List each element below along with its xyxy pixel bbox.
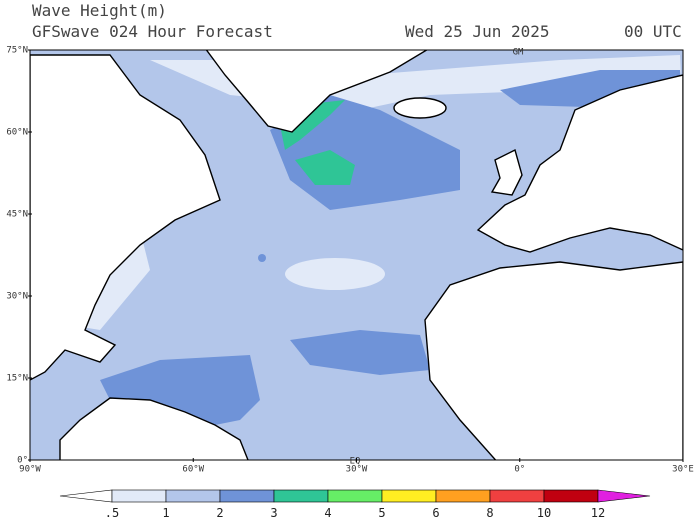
map xyxy=(30,50,683,460)
colorbar-label: 12 xyxy=(591,506,605,520)
lon-label: 0° xyxy=(514,465,525,475)
colorbar-label: 2 xyxy=(216,506,223,520)
marker: EQ xyxy=(350,457,361,467)
colorbar-label: 4 xyxy=(324,506,331,520)
colorbar-bin xyxy=(435,489,491,503)
africa xyxy=(424,261,683,460)
colorbar-arrow xyxy=(59,489,113,503)
date: Wed 25 Jun 2025 xyxy=(405,22,550,41)
high-wave-area xyxy=(295,150,355,185)
time: 00 UTC xyxy=(624,22,682,41)
lat-label: 30°N xyxy=(6,292,28,302)
wave-area xyxy=(258,254,266,262)
colorbar-label: 3 xyxy=(270,506,277,520)
colorbar-bin xyxy=(381,489,437,503)
colorbar: .5 1 2 3 4 5 6 8 10 12 xyxy=(59,489,651,520)
lon-label: 60°W xyxy=(182,465,204,475)
europe xyxy=(476,74,683,253)
marker: GM xyxy=(513,48,524,58)
colorbar-label: 6 xyxy=(432,506,439,520)
colorbar-label: 1 xyxy=(162,506,169,520)
britain xyxy=(490,148,523,196)
lon-label: 90°W xyxy=(19,465,41,475)
lon-label: 30°W xyxy=(346,465,368,475)
colorbar-bin xyxy=(219,489,275,503)
iceland xyxy=(393,97,447,119)
colorbar-bin xyxy=(543,489,599,503)
lat-label: 45°N xyxy=(6,210,28,220)
colorbar-arrow xyxy=(597,489,651,503)
greenland xyxy=(205,50,429,133)
subtitle: GFSwave 024 Hour Forecast xyxy=(32,22,273,41)
colorbar-label: 5 xyxy=(378,506,385,520)
colorbar-bin xyxy=(273,489,329,503)
north-america xyxy=(30,54,221,381)
colorbar-bin xyxy=(489,489,545,503)
colorbar-label: 10 xyxy=(537,506,551,520)
colorbar-label: .5 xyxy=(105,506,119,520)
colorbar-bin xyxy=(165,489,221,503)
title: Wave Height(m) xyxy=(32,1,167,20)
south-america xyxy=(59,397,249,460)
lon-label: 30°E xyxy=(672,465,694,475)
wave-area xyxy=(290,330,430,375)
lat-label: 60°N xyxy=(6,128,28,138)
calm-area xyxy=(285,258,385,290)
lat-label: 15°N xyxy=(6,374,28,384)
colorbar-label: 8 xyxy=(486,506,493,520)
calm-area xyxy=(150,55,683,120)
axes: 75°N60°N45°N30°N15°N0°90°W 60°W 30°W 0° 30°E xyxy=(6,46,694,475)
colorbar-bin xyxy=(111,489,167,503)
lat-label: 75°N xyxy=(6,46,28,56)
colorbar-bin xyxy=(327,489,383,503)
lat-label: 0° xyxy=(17,456,28,466)
